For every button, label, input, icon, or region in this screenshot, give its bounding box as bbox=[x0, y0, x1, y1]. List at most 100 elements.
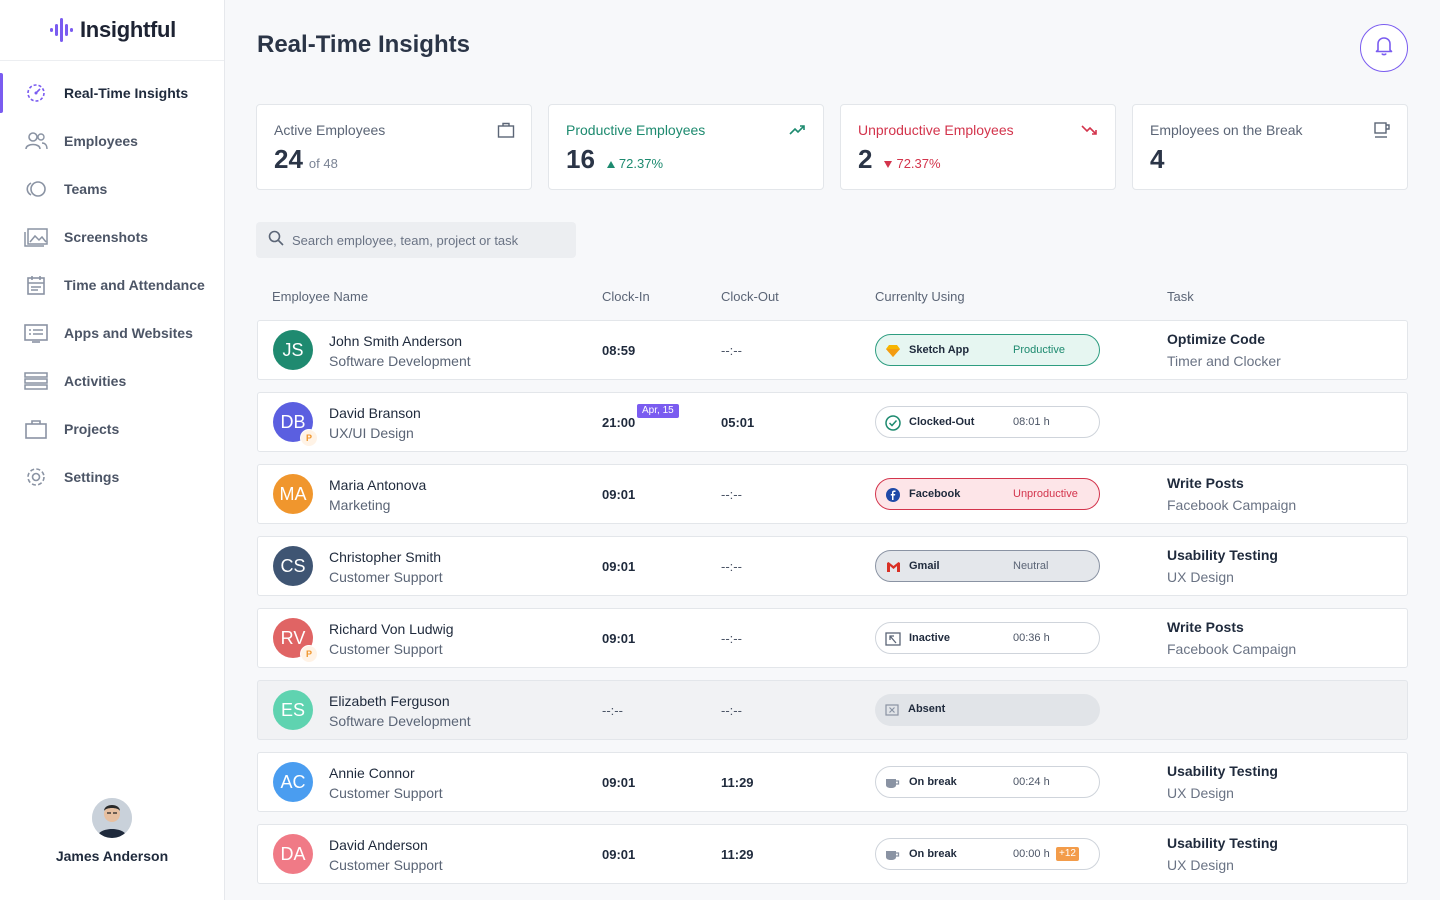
sidebar-item-screenshots[interactable]: Screenshots bbox=[0, 213, 224, 261]
avatar: AC bbox=[273, 762, 313, 802]
app-name: On break bbox=[909, 848, 957, 860]
task-project: Timer and Clocker bbox=[1167, 353, 1281, 369]
card-unproductive-employees[interactable]: Unproductive Employees 2 72.37% bbox=[840, 104, 1116, 190]
currently-using-pill[interactable]: Gmail Neutral bbox=[875, 550, 1100, 582]
sidebar-item-activities[interactable]: Activities bbox=[0, 357, 224, 405]
column-header-clockin[interactable]: Clock-In bbox=[602, 289, 650, 304]
coffee-cup-icon bbox=[885, 775, 901, 791]
sidebar-item-label: Time and Attendance bbox=[64, 277, 205, 293]
table-header: Employee Name Clock-In Clock-Out Currenl… bbox=[272, 289, 1408, 307]
currently-using-pill[interactable]: Clocked-Out 08:01 h bbox=[875, 406, 1100, 438]
employee-team: Customer Support bbox=[329, 785, 443, 801]
card-employees-on-break[interactable]: Employees on the Break 4 bbox=[1132, 104, 1408, 190]
table-row[interactable]: CS Christopher Smith Customer Support 09… bbox=[257, 536, 1408, 596]
currently-using-pill[interactable]: On break 00:24 h bbox=[875, 766, 1100, 798]
search-box bbox=[256, 222, 576, 258]
employee-team: Software Development bbox=[329, 713, 471, 729]
card-change: 72.37% bbox=[606, 156, 664, 171]
currently-using-pill[interactable]: On break 00:00 h +12 bbox=[875, 838, 1100, 870]
extra-count-badge: +12 bbox=[1056, 847, 1079, 861]
employee-name: Elizabeth Ferguson bbox=[329, 693, 450, 709]
currently-using-pill[interactable]: Sketch App Productive bbox=[875, 334, 1100, 366]
sidebar-item-projects[interactable]: Projects bbox=[0, 405, 224, 453]
currently-using-pill[interactable]: Inactive 00:36 h bbox=[875, 622, 1100, 654]
sidebar-item-teams[interactable]: Teams bbox=[0, 165, 224, 213]
clock-out: --:-- bbox=[721, 343, 742, 358]
sidebar-item-real-time-insights[interactable]: Real-Time Insights bbox=[0, 69, 224, 117]
card-title: Employees on the Break bbox=[1150, 122, 1303, 138]
app-name: Gmail bbox=[909, 560, 940, 572]
sidebar-item-apps-websites[interactable]: Apps and Websites bbox=[0, 309, 224, 357]
employees-icon bbox=[24, 129, 48, 153]
employee-name: Christopher Smith bbox=[329, 549, 442, 565]
clock-in: 09:01 bbox=[602, 847, 636, 862]
table-row[interactable]: DA David Anderson Customer Support 09:01… bbox=[257, 824, 1408, 884]
column-header-task[interactable]: Task bbox=[1167, 289, 1194, 304]
employee-name: Richard Von Ludwig bbox=[329, 621, 454, 637]
sidebar-item-label: Employees bbox=[64, 133, 138, 149]
clock-out: --:-- bbox=[721, 703, 742, 718]
gear-icon bbox=[24, 465, 48, 489]
productivity-status: Neutral bbox=[1013, 560, 1049, 572]
clock-out: 05:01 bbox=[721, 415, 755, 430]
activities-icon bbox=[24, 369, 48, 393]
task-title: Write Posts bbox=[1167, 475, 1244, 491]
avatar: CS bbox=[273, 546, 313, 586]
avatar: MA bbox=[273, 474, 313, 514]
notifications-button[interactable] bbox=[1360, 24, 1408, 72]
table-row[interactable]: RV P Richard Von Ludwig Customer Support… bbox=[257, 608, 1408, 668]
app-name: Sketch App bbox=[909, 344, 970, 356]
task-project: UX Design bbox=[1167, 785, 1234, 801]
task-project: Facebook Campaign bbox=[1167, 641, 1297, 657]
sidebar-item-label: Screenshots bbox=[64, 229, 149, 245]
duration: 00:36 h bbox=[1013, 632, 1050, 644]
clock-out: --:-- bbox=[721, 631, 742, 646]
briefcase-icon bbox=[24, 417, 48, 441]
card-productive-employees[interactable]: Productive Employees 16 72.37% bbox=[548, 104, 824, 190]
logo[interactable]: Insightful bbox=[0, 0, 224, 61]
inactive-cursor-icon bbox=[885, 631, 901, 647]
column-header-clockout[interactable]: Clock-Out bbox=[721, 289, 779, 304]
avatar-badge: P bbox=[300, 429, 318, 447]
card-active-employees[interactable]: Active Employees 24 of 48 bbox=[256, 104, 532, 190]
trend-up-icon bbox=[789, 121, 807, 139]
teams-icon bbox=[24, 177, 48, 201]
card-value: 16 bbox=[566, 144, 595, 174]
employee-team: UX/UI Design bbox=[329, 425, 414, 441]
column-header-currently-using[interactable]: Currenlty Using bbox=[875, 289, 965, 304]
sidebar-nav: Real-Time Insights Employees Teams Scree… bbox=[0, 61, 224, 501]
table-row[interactable]: ES Elizabeth Ferguson Software Developme… bbox=[257, 680, 1408, 740]
avatar-badge: P bbox=[300, 645, 318, 663]
sidebar-item-employees[interactable]: Employees bbox=[0, 117, 224, 165]
employee-name: Maria Antonova bbox=[329, 477, 427, 493]
sidebar-item-settings[interactable]: Settings bbox=[0, 453, 224, 501]
duration: 00:24 h bbox=[1013, 776, 1050, 788]
table-row[interactable]: JS John Smith Anderson Software Developm… bbox=[257, 320, 1408, 380]
table-row[interactable]: DB P David Branson UX/UI Design 21:00 Ap… bbox=[257, 392, 1408, 452]
screenshots-icon bbox=[24, 225, 48, 249]
clock-in: 09:01 bbox=[602, 559, 636, 574]
app-name: Inactive bbox=[909, 632, 950, 644]
trend-down-icon bbox=[1081, 121, 1099, 139]
logo-text: Insightful bbox=[80, 17, 176, 42]
avatar: JS bbox=[273, 330, 313, 370]
column-header-name[interactable]: Employee Name bbox=[272, 289, 369, 304]
avatar bbox=[92, 798, 132, 838]
user-profile[interactable]: James Anderson bbox=[0, 798, 224, 864]
sidebar-item-label: Real-Time Insights bbox=[64, 85, 189, 101]
task-project: Facebook Campaign bbox=[1167, 497, 1297, 513]
duration: 00:00 h bbox=[1013, 848, 1050, 860]
card-change-value: 72.37% bbox=[618, 156, 664, 171]
user-name: James Anderson bbox=[55, 848, 169, 864]
app-name: Facebook bbox=[909, 488, 961, 500]
currently-using-pill[interactable]: Absent bbox=[875, 694, 1100, 726]
search-icon bbox=[268, 230, 284, 251]
sidebar-item-time-attendance[interactable]: Time and Attendance bbox=[0, 261, 224, 309]
search-input[interactable] bbox=[292, 232, 562, 248]
table-row[interactable]: MA Maria Antonova Marketing 09:01 --:-- … bbox=[257, 464, 1408, 524]
card-change-value: 72.37% bbox=[896, 156, 941, 171]
currently-using-pill[interactable]: Facebook Unproductive bbox=[875, 478, 1100, 510]
employee-team: Marketing bbox=[329, 497, 391, 513]
bell-icon bbox=[1375, 36, 1393, 61]
table-row[interactable]: AC Annie Connor Customer Support 09:01 1… bbox=[257, 752, 1408, 812]
